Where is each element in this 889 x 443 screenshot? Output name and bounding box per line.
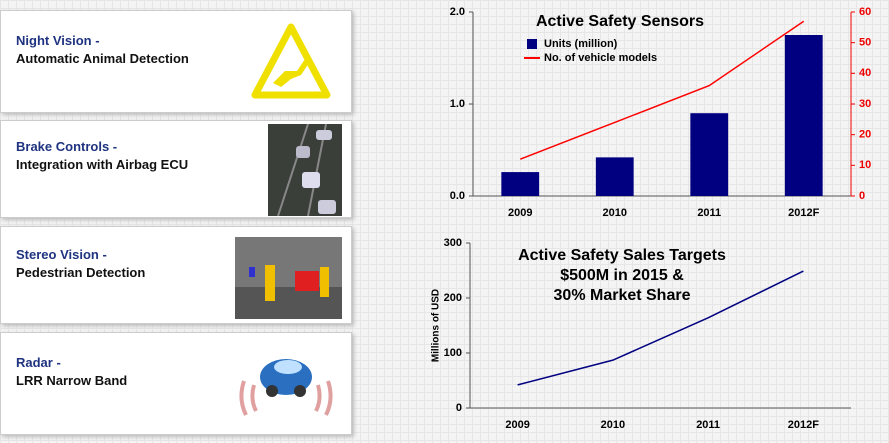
card-subtitle: Automatic Animal Detection xyxy=(16,51,189,66)
line xyxy=(517,270,804,386)
y-tick-label: 300 xyxy=(444,237,462,249)
y-tick-label: 0.0 xyxy=(450,190,465,202)
card: Stereo Vision - Pedestrian Detection xyxy=(0,226,352,324)
y-tick-label: 200 xyxy=(444,292,462,304)
card-title: Brake Controls - xyxy=(16,139,118,154)
bar xyxy=(784,35,823,196)
y-tick-label: 0 xyxy=(456,402,462,414)
x-tick-label: 2010 xyxy=(603,207,627,219)
legend-swatch xyxy=(527,39,537,49)
radar-icon xyxy=(239,359,333,416)
x-tick-label: 2011 xyxy=(696,419,720,431)
bar xyxy=(690,113,729,196)
y-tick-label: 100 xyxy=(444,347,462,359)
x-tick-label: 2012F xyxy=(788,207,819,219)
x-tick-label: 2009 xyxy=(508,207,532,219)
y-axis-label: Millions of USD xyxy=(431,289,442,362)
x-tick-label: 2009 xyxy=(505,419,529,431)
card-title: Radar - xyxy=(16,355,61,370)
card: Radar - LRR Narrow Band xyxy=(0,332,352,435)
card-subtitle: Pedestrian Detection xyxy=(16,265,146,280)
road-image xyxy=(268,124,342,216)
y2-tick-label: 50 xyxy=(859,37,871,49)
line xyxy=(519,20,805,160)
card: Brake Controls - Integration with Airbag… xyxy=(0,120,352,218)
chart-title: Active Safety Sales Targets xyxy=(518,247,726,264)
y2-tick-label: 40 xyxy=(859,67,871,79)
card-title: Night Vision - xyxy=(16,33,100,48)
street-image xyxy=(235,237,342,319)
y-tick-label: 2.0 xyxy=(450,6,465,18)
legend-label: Units (million) xyxy=(544,38,618,50)
y2-tick-label: 20 xyxy=(859,129,871,141)
y2-tick-label: 30 xyxy=(859,98,871,110)
card-subtitle: Integration with Airbag ECU xyxy=(16,157,189,172)
chart-title: Active Safety Sensors xyxy=(536,13,704,30)
annotation: 30% Market Share xyxy=(554,287,691,304)
x-tick-label: 2011 xyxy=(697,207,721,219)
bar xyxy=(595,157,634,196)
y2-tick-label: 10 xyxy=(859,159,871,171)
bar xyxy=(501,172,540,196)
y-tick-label: 1.0 xyxy=(450,98,465,110)
y2-tick-label: 60 xyxy=(859,6,871,18)
x-tick-label: 2012F xyxy=(788,419,819,431)
warning-icon xyxy=(251,23,331,99)
x-tick-label: 2010 xyxy=(601,419,625,431)
card-subtitle: LRR Narrow Band xyxy=(16,373,128,388)
card-title: Stereo Vision - xyxy=(16,247,107,262)
card: Night Vision - Automatic Animal Detectio… xyxy=(0,10,352,113)
y2-tick-label: 0 xyxy=(859,190,865,202)
annotation: $500M in 2015 & xyxy=(560,267,684,284)
legend-label: No. of vehicle models xyxy=(544,52,657,64)
